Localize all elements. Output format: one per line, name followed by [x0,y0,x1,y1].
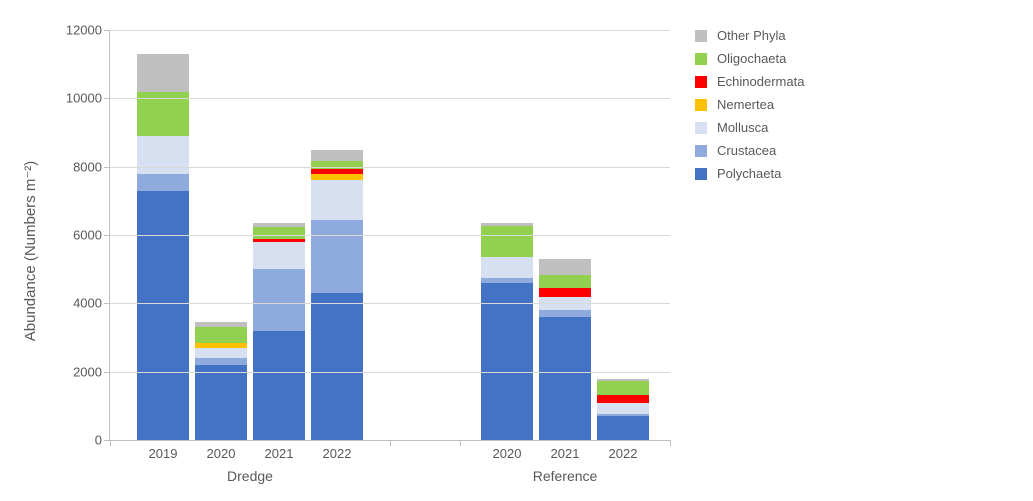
legend-label: Nemertea [717,97,774,112]
grid-line [110,167,670,168]
legend-item-crustacea: Crustacea [695,143,1015,158]
legend-swatch [695,76,707,88]
legend-label: Echinodermata [717,74,804,89]
group-divider [110,440,111,446]
bar-segment-polychaeta [311,293,363,440]
y-tick-label: 6000 [73,228,110,243]
group-label: Dredge [110,440,390,484]
stacked-bar: 2022 [597,379,649,440]
stacked-bar: 2021 [539,259,591,440]
legend-swatch [695,122,707,134]
grid-line [110,372,670,373]
stacked-bar: 2019 [137,54,189,440]
bar-segment-crustacea [253,269,305,331]
stacked-bar: 2020 [195,322,247,440]
legend-label: Oligochaeta [717,51,786,66]
grid-line [110,235,670,236]
grid-line [110,303,670,304]
grid-line [110,98,670,99]
legend-swatch [695,30,707,42]
legend-swatch [695,168,707,180]
abundance-chart: Abundance (Numbers m⁻²) 2019202020212022… [0,0,1033,501]
bar-segment-polychaeta [253,331,305,440]
bar-segment-mollusca [195,348,247,358]
legend-item-mollusca: Mollusca [695,120,1015,135]
bar-segment-oligochaeta [195,327,247,342]
bar-segment-polychaeta [597,416,649,440]
legend-item-nemertea: Nemertea [695,97,1015,112]
bar-segment-mollusca [137,136,189,174]
bar-segment-polychaeta [481,283,533,440]
y-tick-label: 12000 [66,23,110,38]
y-tick-label: 2000 [73,364,110,379]
bar-segment-polychaeta [539,317,591,440]
stacked-bar: 2021 [253,223,305,440]
bar-segment-mollusca [481,257,533,278]
bar-segment-crustacea [137,174,189,191]
bar-segment-mollusca [253,242,305,269]
bar-segment-oligochaeta [311,161,363,170]
bar-segment-oligochaeta [539,275,591,288]
legend-swatch [695,145,707,157]
bar-segment-oligochaeta [253,227,305,239]
legend-swatch [695,53,707,65]
bar-segment-crustacea [539,310,591,317]
legend-label: Polychaeta [717,166,781,181]
bar-segment-other_phyla [311,150,363,161]
y-tick-label: 0 [95,433,110,448]
bar-segment-echinodermata [597,395,649,404]
y-tick-label: 4000 [73,296,110,311]
legend-swatch [695,99,707,111]
legend-label: Mollusca [717,120,768,135]
bar-segment-polychaeta [195,365,247,440]
stacked-bar: 2022 [311,150,363,440]
plot-area: 2019202020212022Dredge202020212022Refere… [110,30,670,440]
bar-segment-other_phyla [539,259,591,275]
bar-segment-mollusca [597,403,649,413]
bar-segment-oligochaeta [597,381,649,395]
bar-segment-other_phyla [137,54,189,92]
y-axis-label: Abundance (Numbers m⁻²) [21,160,39,340]
grid-line [110,30,670,31]
bar-segment-nemertea [311,174,363,181]
bar-segment-oligochaeta [481,226,533,257]
legend-item-oligochaeta: Oligochaeta [695,51,1015,66]
bar-segment-crustacea [195,358,247,365]
y-tick-label: 8000 [73,159,110,174]
group-divider [670,440,671,446]
y-tick-label: 10000 [66,91,110,106]
group-label: Reference [460,440,670,484]
legend-item-other_phyla: Other Phyla [695,28,1015,43]
legend-label: Other Phyla [717,28,786,43]
stacked-bar: 2020 [481,223,533,440]
legend: Other Phyla Oligochaeta Echinodermata Nemer… [695,28,1015,189]
group-divider [390,440,391,446]
bar-segment-polychaeta [137,191,189,440]
legend-item-echinodermata: Echinodermata [695,74,1015,89]
legend-item-polychaeta: Polychaeta [695,166,1015,181]
bar-segment-mollusca [311,180,363,219]
legend-label: Crustacea [717,143,776,158]
bar-segment-crustacea [311,220,363,293]
bar-segment-echinodermata [539,288,591,297]
